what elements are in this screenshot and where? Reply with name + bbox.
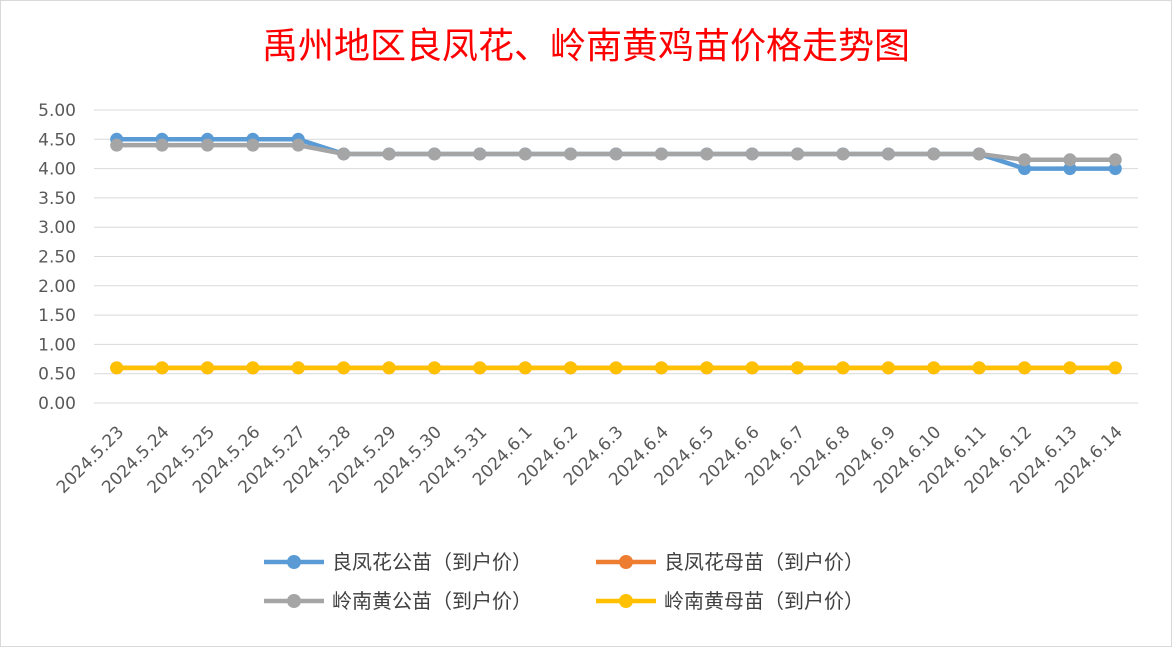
data-point [473, 147, 487, 161]
data-point [564, 147, 578, 161]
data-point [200, 361, 214, 375]
data-point [1108, 361, 1122, 375]
data-point [700, 147, 714, 161]
data-point [972, 361, 986, 375]
data-point [155, 361, 169, 375]
legend-item: 岭南黄母苗（到户价） [596, 589, 864, 613]
y-tick-label: 3.50 [38, 189, 76, 209]
y-tick-label: 0.00 [38, 394, 76, 414]
legend-item: 良凤花公苗（到户价） [264, 550, 532, 574]
data-point [518, 147, 532, 161]
data-point [337, 361, 351, 375]
legend: 良凤花公苗（到户价） 良凤花母苗（到户价） 岭南黄公苗（到户价） 岭南黄母苗（到户价） [264, 550, 864, 613]
data-point [1063, 153, 1077, 167]
y-tick-label: 2.00 [38, 277, 76, 297]
data-point [1018, 153, 1032, 167]
gridlines [94, 109, 1138, 404]
data-point [654, 147, 668, 161]
y-axis-ticks: 0.00 0.50 1.00 1.50 2.00 2.50 3.00 3.50 4.00 4.50… [38, 101, 76, 414]
data-point [700, 361, 714, 375]
data-point [791, 361, 805, 375]
data-point [155, 138, 169, 152]
data-point [427, 361, 441, 375]
data-point [110, 361, 124, 375]
data-point [246, 361, 260, 375]
series-lines [110, 132, 1122, 375]
data-point [473, 361, 487, 375]
legend-label: 良凤花母苗（到户价） [664, 550, 864, 574]
data-point [745, 361, 759, 375]
legend-label: 岭南黄公苗（到户价） [332, 589, 532, 613]
data-point [745, 147, 759, 161]
y-tick-label: 4.00 [38, 160, 76, 180]
legend-label: 岭南黄母苗（到户价） [664, 589, 864, 613]
y-tick-label: 0.50 [38, 365, 76, 385]
data-point [927, 361, 941, 375]
data-point [291, 138, 305, 152]
y-tick-label: 4.50 [38, 130, 76, 150]
data-point [291, 361, 305, 375]
data-point [881, 147, 895, 161]
data-point [1063, 361, 1077, 375]
data-point [564, 361, 578, 375]
data-point [518, 361, 532, 375]
y-tick-label: 1.50 [38, 306, 76, 326]
data-point [382, 361, 396, 375]
data-point [609, 361, 623, 375]
data-point [881, 361, 895, 375]
legend-item: 良凤花母苗（到户价） [596, 550, 864, 574]
data-point [972, 147, 986, 161]
data-point [654, 361, 668, 375]
legend-swatch-marker [619, 594, 633, 608]
data-point [836, 147, 850, 161]
y-tick-label: 3.00 [38, 218, 76, 238]
legend-swatch-marker [619, 555, 633, 569]
data-point [246, 138, 260, 152]
data-point [791, 147, 805, 161]
data-point [1018, 361, 1032, 375]
data-point [427, 147, 441, 161]
legend-swatch-marker [287, 594, 301, 608]
data-point [110, 138, 124, 152]
legend-swatch-marker [287, 555, 301, 569]
data-point [836, 361, 850, 375]
y-tick-label: 1.00 [38, 335, 76, 355]
series-3 [110, 138, 1122, 167]
y-tick-label: 5.00 [38, 101, 76, 121]
data-point [927, 147, 941, 161]
data-point [200, 138, 214, 152]
data-point [1108, 153, 1122, 167]
data-point [609, 147, 623, 161]
y-tick-label: 2.50 [38, 248, 76, 268]
series-4 [110, 361, 1122, 375]
data-point [337, 147, 351, 161]
chart-title: 禹州地区良凤花、岭南黄鸡苗价格走势图 [262, 26, 910, 67]
legend-label: 良凤花公苗（到户价） [332, 550, 532, 574]
data-point [382, 147, 396, 161]
legend-item: 岭南黄公苗（到户价） [264, 589, 532, 613]
